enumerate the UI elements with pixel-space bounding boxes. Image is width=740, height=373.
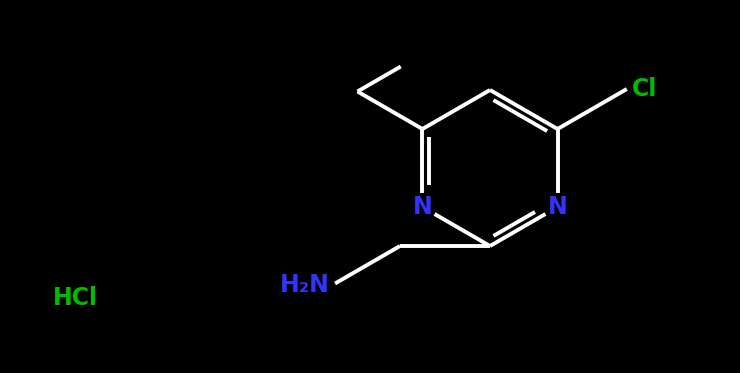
Text: Cl: Cl (632, 77, 657, 101)
Text: H₂N: H₂N (280, 273, 330, 298)
Text: HCl: HCl (53, 286, 98, 310)
Text: N: N (413, 195, 432, 219)
Text: N: N (548, 195, 568, 219)
